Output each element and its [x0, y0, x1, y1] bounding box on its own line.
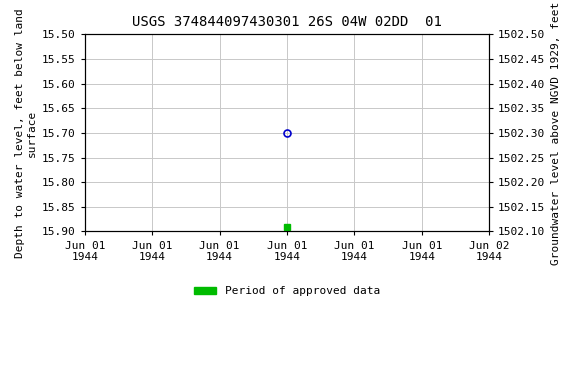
Legend: Period of approved data: Period of approved data	[190, 282, 385, 301]
Y-axis label: Depth to water level, feet below land
surface: Depth to water level, feet below land su…	[15, 8, 37, 258]
Y-axis label: Groundwater level above NGVD 1929, feet: Groundwater level above NGVD 1929, feet	[551, 1, 561, 265]
Title: USGS 374844097430301 26S 04W 02DD  01: USGS 374844097430301 26S 04W 02DD 01	[132, 15, 442, 29]
